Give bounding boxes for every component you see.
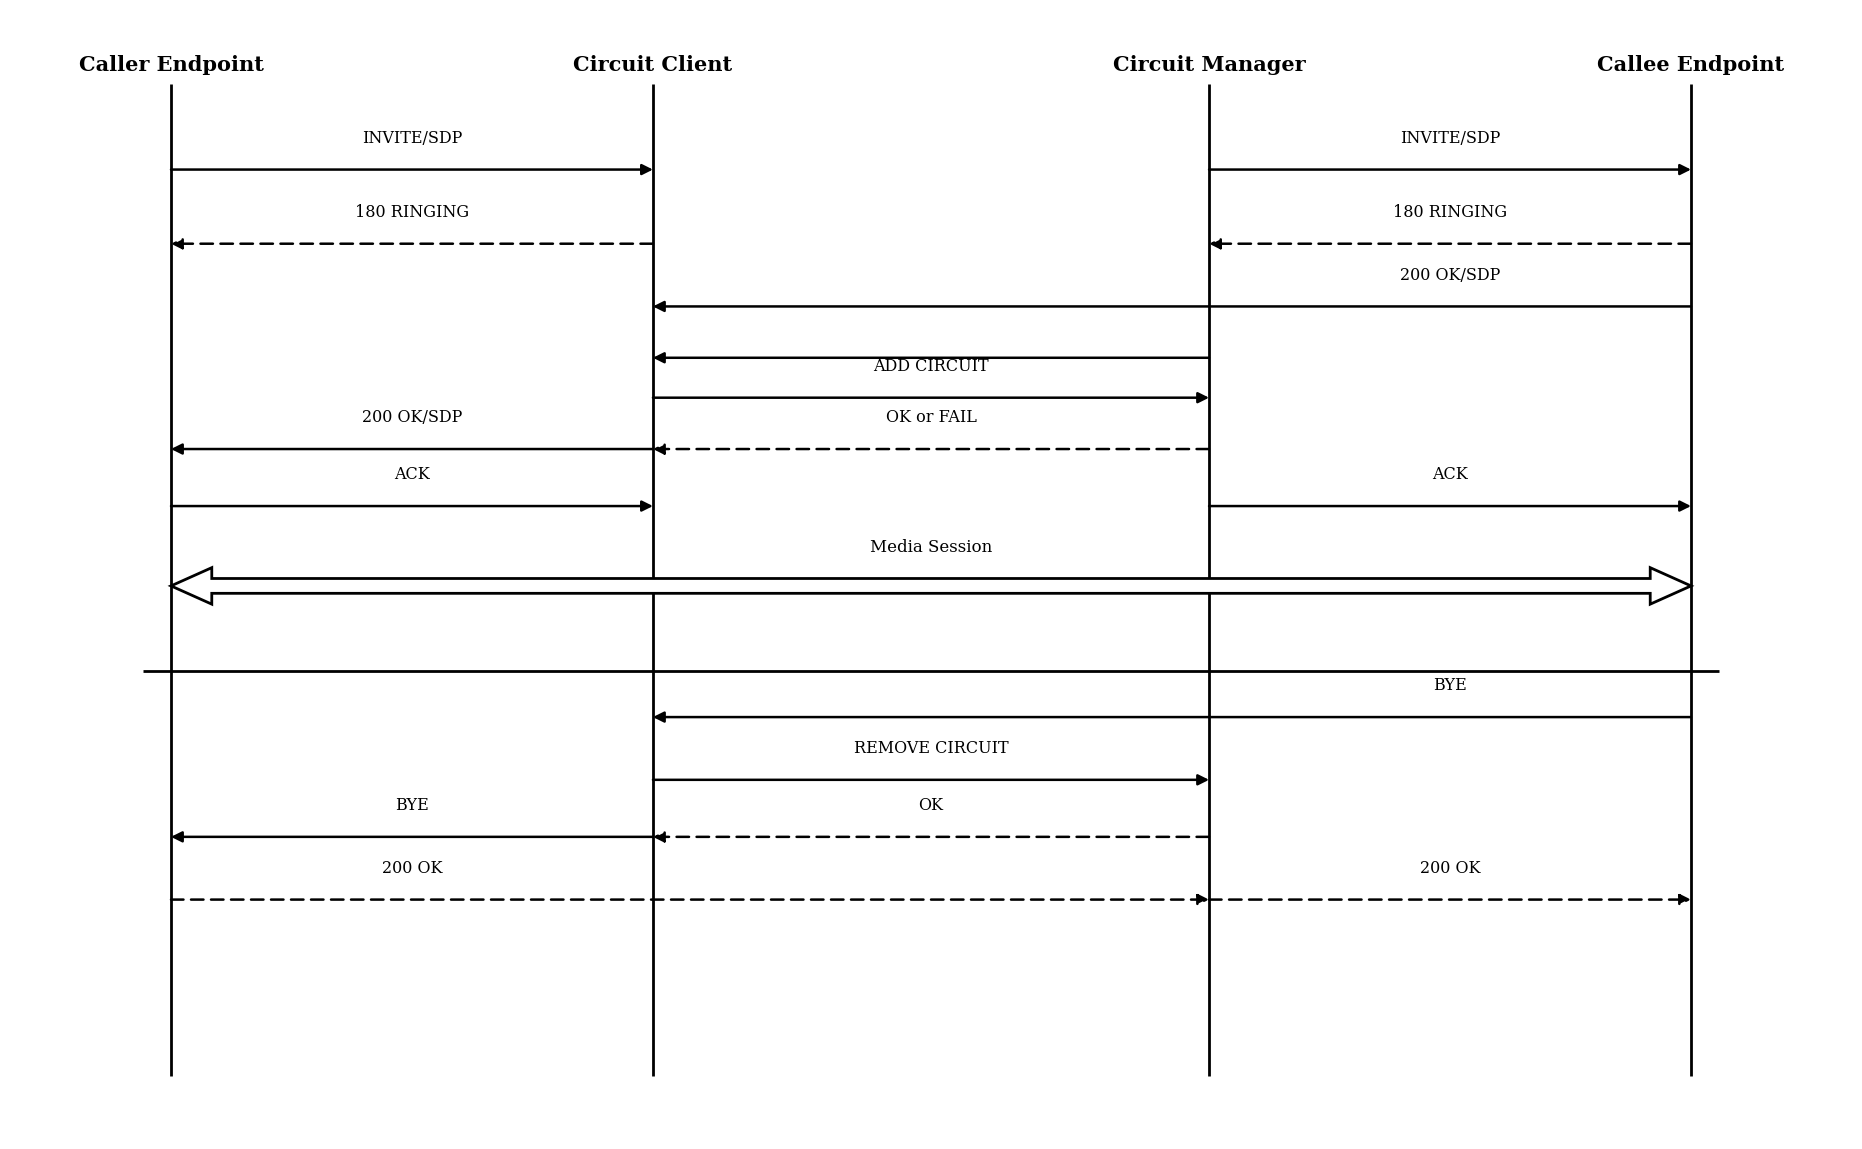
Text: 200 OK/SDP: 200 OK/SDP (361, 409, 462, 426)
Text: INVITE/SDP: INVITE/SDP (1400, 130, 1501, 147)
Text: Media Session: Media Session (870, 539, 992, 556)
Text: Circuit Client: Circuit Client (573, 55, 732, 75)
Text: OK or FAIL: OK or FAIL (886, 409, 976, 426)
Text: BYE: BYE (395, 797, 428, 813)
Text: 180 RINGING: 180 RINGING (1393, 203, 1506, 221)
Text: REMOVE CIRCUIT: REMOVE CIRCUIT (853, 740, 1009, 757)
Text: INVITE/SDP: INVITE/SDP (361, 130, 462, 147)
Text: 200 OK: 200 OK (1421, 859, 1480, 877)
Text: BYE: BYE (1434, 677, 1467, 694)
Text: Circuit Manager: Circuit Manager (1113, 55, 1305, 75)
Text: ACK: ACK (1432, 466, 1467, 484)
Text: Callee Endpoint: Callee Endpoint (1598, 55, 1784, 75)
Text: 200 OK: 200 OK (382, 859, 441, 877)
Text: Caller Endpoint: Caller Endpoint (78, 55, 263, 75)
Text: 200 OK/SDP: 200 OK/SDP (1400, 267, 1501, 284)
Text: 180 RINGING: 180 RINGING (356, 203, 469, 221)
Text: OK: OK (918, 797, 944, 813)
Text: ACK: ACK (395, 466, 430, 484)
Polygon shape (171, 568, 1691, 604)
Text: ADD CIRCUIT: ADD CIRCUIT (873, 357, 989, 375)
